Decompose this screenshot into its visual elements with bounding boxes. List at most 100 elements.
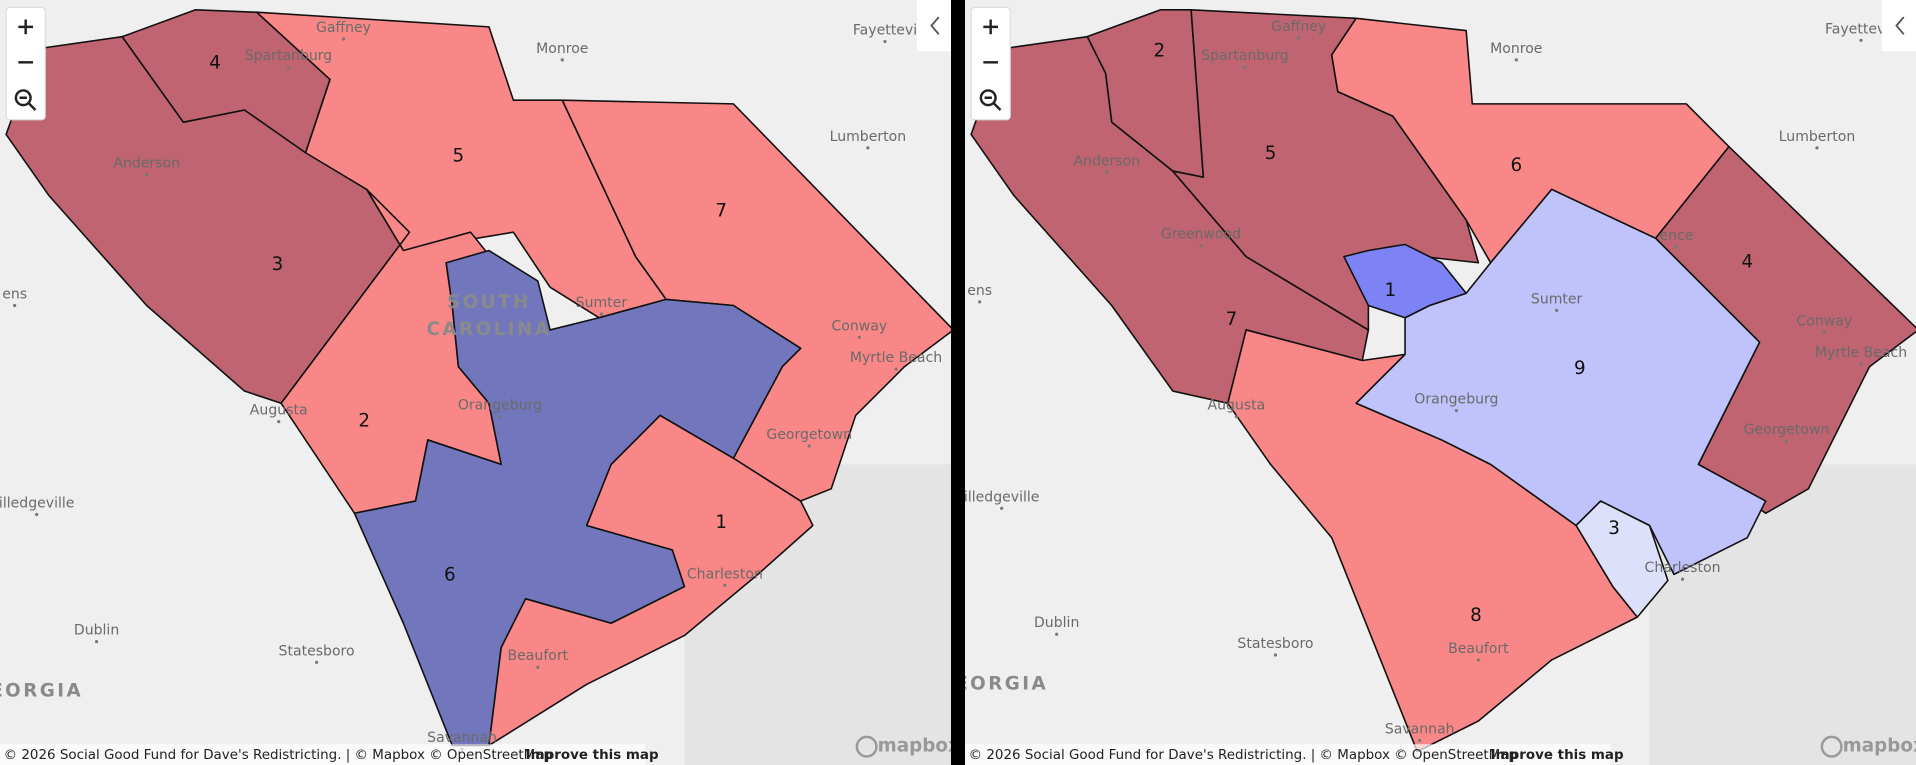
city-dot <box>1555 308 1559 312</box>
city-label: Lumberton <box>830 129 907 145</box>
city-label: Monroe <box>536 41 588 57</box>
attribution-bar <box>0 744 646 765</box>
city-dot <box>866 146 870 150</box>
city-label: ence <box>1659 228 1693 244</box>
city-label: Georgetown <box>766 427 852 443</box>
city-label: illedgeville <box>965 489 1039 505</box>
city-label: Lumberton <box>1779 129 1856 145</box>
city-label: Fayettevill <box>1825 21 1897 37</box>
logo-icon <box>855 735 878 758</box>
city-dot <box>277 420 281 424</box>
city-label: Conway <box>831 318 887 334</box>
city-dot <box>1454 409 1458 413</box>
city-dot <box>1199 244 1203 248</box>
city-label: Beaufort <box>508 648 569 664</box>
logo-icon <box>1820 735 1843 758</box>
panel-toggle[interactable] <box>916 0 951 52</box>
city-dot <box>1514 58 1518 62</box>
district <box>255 11 667 319</box>
city-dot <box>1000 506 1004 510</box>
city-dot <box>1297 36 1301 40</box>
city-dot <box>1674 245 1679 249</box>
mapbox-logo: mapbox <box>878 736 951 757</box>
city-label: Charleston <box>1645 560 1721 576</box>
city-dot <box>1476 658 1480 662</box>
city-label: ens <box>967 283 992 299</box>
city-label: Statesboro <box>279 643 355 659</box>
district-label: 2 <box>358 411 370 432</box>
city-dot <box>94 639 99 644</box>
map-panel: Gaffney Spartanburg Monroe Fayettevi Lumbert… <box>0 0 951 765</box>
zoom-reset[interactable] <box>14 89 37 111</box>
city-dot <box>341 37 346 41</box>
map: Gaffney Spartanburg Monroe Fayettevill Lumbe… <box>965 0 1916 765</box>
district-label: 4 <box>209 53 221 74</box>
city-label: Dublin <box>1034 615 1079 631</box>
region-label: EORGIA <box>965 673 1048 694</box>
panel-toggle[interactable] <box>1881 0 1916 52</box>
city-dot <box>1273 653 1278 657</box>
district <box>1343 243 1467 319</box>
city-label: ens <box>2 287 27 303</box>
city-dot <box>1234 415 1238 419</box>
city-label: Spartanburg <box>245 48 333 64</box>
district-label: 5 <box>1265 143 1277 164</box>
city-label: Orangeburg <box>1414 392 1498 408</box>
district-label: 2 <box>1154 40 1166 61</box>
city-dot <box>315 660 319 664</box>
attribution: © 2026 Social Good Fund for Dave's Redis… <box>969 748 1517 763</box>
city-label: Sumter <box>1531 291 1583 307</box>
improve-link[interactable]: Improve this map <box>1491 748 1624 763</box>
district-label: 7 <box>715 200 727 221</box>
city-label: Conway <box>1796 313 1852 329</box>
district <box>1575 500 1669 618</box>
city-dot <box>857 335 861 339</box>
district-label: 9 <box>1574 358 1586 379</box>
district-label: 6 <box>444 565 456 586</box>
city-dot <box>1418 738 1422 743</box>
district-label: 8 <box>1470 605 1482 626</box>
city-label: Charleston <box>687 566 763 582</box>
city-dot <box>1680 577 1685 581</box>
city-dot <box>978 300 982 304</box>
city-dot <box>286 65 291 69</box>
city-label: Anderson <box>113 156 180 172</box>
city-label: Orangeburg <box>458 398 542 414</box>
city-dot <box>536 665 540 669</box>
city-dot <box>1859 38 1863 42</box>
city-dot <box>807 444 811 448</box>
chevron-icon <box>1895 16 1905 35</box>
city-label: Anderson <box>1073 153 1140 169</box>
city-dot <box>1243 65 1247 69</box>
city-label: Greenwood <box>1161 227 1241 243</box>
region-label: SOUTH <box>447 292 531 313</box>
city-label: Myrtle Beach <box>850 350 942 366</box>
zoom-reset[interactable] <box>979 89 1002 111</box>
city-dot <box>1859 362 1863 366</box>
city-dot <box>560 58 564 62</box>
city-label: illedgeville <box>0 495 74 511</box>
mapbox-logo: mapbox <box>1843 736 1916 757</box>
attribution: © 2026 Social Good Fund for Dave's Redis… <box>4 748 552 763</box>
city-dot <box>599 312 603 316</box>
district-label: 7 <box>1226 309 1238 330</box>
city-dot <box>1055 632 1059 636</box>
attribution-bar <box>965 744 1611 765</box>
city-label: Sumter <box>576 295 628 311</box>
map: Gaffney Spartanburg Monroe Fayettevi Lumbert… <box>0 0 951 765</box>
city-dot <box>723 583 727 587</box>
city-label: Spartanburg <box>1201 48 1289 64</box>
city-label: Statesboro <box>1237 636 1313 652</box>
region-label: CAROLINA <box>426 319 551 340</box>
district-label: 1 <box>1385 280 1397 301</box>
city-dot <box>1105 170 1109 174</box>
city-dot <box>894 367 898 371</box>
chevron-icon <box>930 16 940 35</box>
zoom-in[interactable] <box>983 19 999 35</box>
city-label: Gaffney <box>1271 19 1326 35</box>
zoom-in[interactable] <box>18 19 34 35</box>
improve-link[interactable]: Improve this map <box>526 748 659 763</box>
city-label: Beaufort <box>1448 641 1509 657</box>
district-label: 4 <box>1741 252 1753 273</box>
